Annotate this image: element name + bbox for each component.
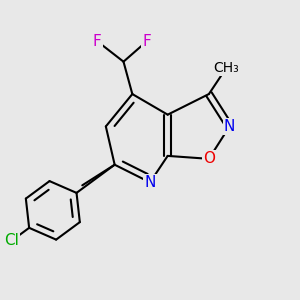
- Text: CH₃: CH₃: [214, 61, 239, 75]
- Text: F: F: [143, 34, 152, 49]
- Text: N: N: [144, 175, 156, 190]
- Text: O: O: [203, 151, 215, 166]
- Text: Cl: Cl: [4, 233, 19, 248]
- Text: N: N: [224, 119, 235, 134]
- Text: F: F: [93, 34, 101, 49]
